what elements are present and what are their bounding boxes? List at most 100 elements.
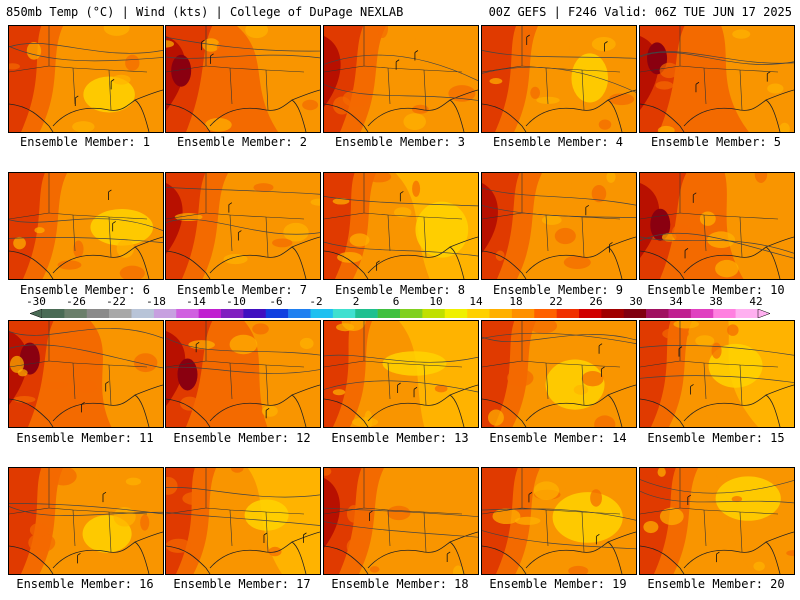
height-contour [324, 507, 478, 518]
ensemble-member-label: Ensemble Member: 17 [173, 577, 311, 591]
state-borders [482, 321, 621, 406]
colorbar-tick: -26 [66, 295, 86, 308]
colorbar-swatch [646, 309, 669, 318]
coastline-outline [324, 236, 478, 279]
coastline-outline [482, 89, 636, 132]
temperature-field [324, 468, 478, 574]
colorbar-tick: -22 [106, 295, 126, 308]
temperature-blob [337, 252, 363, 263]
colorbar-swatch [64, 309, 88, 318]
height-contour [640, 232, 794, 259]
temperature-blob [73, 240, 84, 258]
ensemble-map-8 [323, 172, 479, 280]
wind-barb [102, 491, 107, 503]
colorbar-swatch [556, 309, 580, 318]
temperature-blob [166, 476, 178, 495]
wind-barb [303, 532, 307, 543]
temperature-blob [711, 342, 722, 359]
cooler-pocket [708, 343, 763, 388]
state-borders [324, 468, 463, 553]
ensemble-member-label: Ensemble Member: 2 [176, 135, 308, 149]
wind-barb [108, 189, 112, 200]
ensemble-member-label: Ensemble Member: 11 [16, 431, 154, 445]
wind-barb [585, 204, 590, 216]
wind-barb [526, 34, 530, 46]
colorbar-swatch [355, 309, 378, 318]
height-contour [482, 334, 636, 343]
ensemble-member-label: Ensemble Member: 14 [489, 431, 627, 445]
cooler-pocket [83, 76, 135, 113]
state-borders [324, 173, 463, 258]
coastline-outline [9, 531, 163, 574]
western-very-hot-band [324, 321, 351, 427]
temperature-blob [252, 323, 269, 335]
wind-barb [413, 386, 418, 398]
temperature-blob [492, 508, 521, 525]
temperature-blob [554, 227, 576, 245]
colorbar-tick: -14 [186, 295, 206, 308]
ensemble-member-label: Ensemble Member: 1 [19, 135, 151, 149]
temperature-blob [657, 125, 675, 132]
temperature-blob [116, 239, 135, 258]
temperature-blob [13, 236, 26, 250]
temperature-blob [9, 355, 24, 373]
ensemble-member-label: Ensemble Member: 18 [331, 577, 469, 591]
colorbar-tick: 14 [469, 295, 483, 308]
ensemble-map-1 [8, 25, 164, 133]
temperature-blob [671, 223, 692, 242]
height-contour [640, 479, 794, 494]
wind-barb [692, 192, 697, 203]
colorbar-swatch [265, 309, 289, 318]
temperature-blob [541, 215, 562, 225]
colorbar-swatch [601, 309, 625, 318]
coastline-outline [482, 531, 636, 574]
temperature-blob [434, 384, 448, 393]
temperature-field [482, 26, 636, 132]
height-contour [324, 196, 478, 207]
colorbar-swatch [221, 309, 244, 318]
wind-barb [201, 39, 205, 51]
temperature-blob [253, 183, 274, 192]
temperature-blob [715, 259, 739, 278]
colorbar-swatch [735, 309, 759, 318]
temperature-blob [783, 352, 794, 367]
temperature-blob [349, 233, 370, 247]
temperature-blob [514, 516, 541, 525]
colorbar-swatch [243, 309, 267, 318]
temperature-blob [591, 37, 616, 52]
temperature-blob [707, 231, 736, 249]
coastline-outline [640, 531, 794, 574]
ensemble-member-label: Ensemble Member: 19 [489, 577, 627, 591]
ensemble-map-11 [8, 320, 164, 428]
eastern-warm-region [398, 321, 478, 427]
colorbar-max-arrow [757, 309, 770, 318]
state-borders [324, 321, 463, 406]
colorbar-swatch [86, 309, 110, 318]
temperature-blob [188, 340, 215, 350]
chart-title-left: 850mb Temp (°C) | Wind (kts) | College o… [6, 5, 404, 19]
height-contour [324, 241, 478, 257]
ensemble-member-label: Ensemble Member: 15 [647, 431, 785, 445]
ensemble-member-label: Ensemble Member: 5 [650, 135, 782, 149]
temperature-blob [223, 254, 248, 265]
temperature-field [9, 321, 163, 427]
wind-barb [228, 202, 233, 213]
height-contour [324, 521, 478, 538]
temperature-blob [753, 561, 765, 571]
eastern-warm-region [237, 26, 320, 132]
temperature-blob [488, 409, 504, 426]
temperature-blob [529, 321, 558, 334]
temperature-blob [112, 74, 131, 85]
temperature-blob [310, 198, 320, 206]
temperature-blob [606, 173, 616, 183]
coastline-outline [482, 236, 636, 279]
temperature-blob [346, 505, 361, 523]
colorbar-swatch [42, 309, 65, 318]
cooler-pocket [715, 476, 781, 521]
temperature-field [9, 26, 163, 132]
height-contour [9, 237, 163, 243]
height-contour [482, 50, 636, 59]
coastline-outline [166, 236, 320, 279]
wind-barb [105, 381, 109, 392]
temperature-field [324, 26, 478, 132]
